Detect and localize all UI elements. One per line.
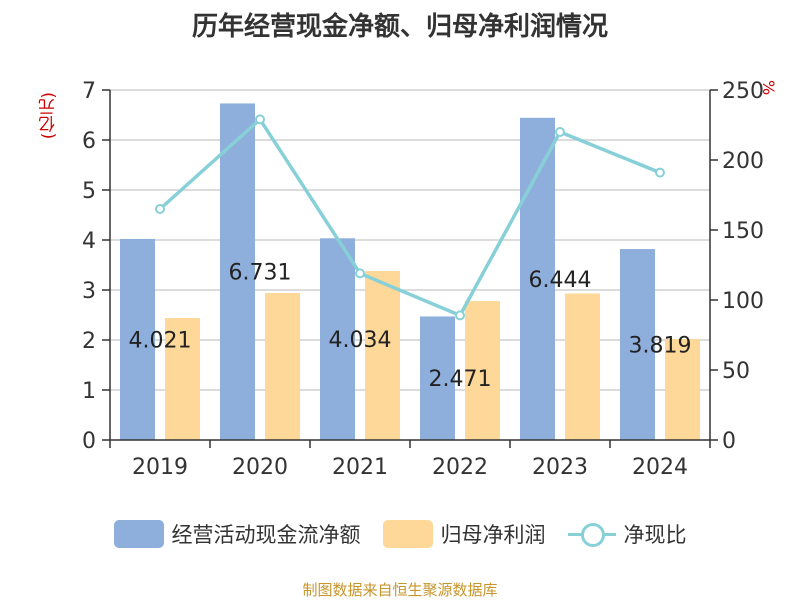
- ratio-line: [158, 116, 661, 318]
- ratio-point: [655, 167, 665, 178]
- legend-label-profit: 归母净利润: [440, 523, 546, 547]
- legend: 经营活动现金流净额 归母净利润 净现比: [0, 516, 800, 552]
- bar-profit: [465, 301, 500, 440]
- bar-profit: [665, 339, 700, 440]
- data-label-cashflow: 2.471: [429, 367, 492, 392]
- right-tick-label: 250: [722, 79, 764, 104]
- legend-label-cashflow: 经营活动现金流净额: [171, 523, 361, 547]
- left-tick-label: 7: [82, 79, 96, 104]
- left-tick-label: 3: [82, 279, 96, 304]
- right-tick-label: 50: [722, 359, 750, 384]
- ratio-point: [455, 310, 465, 321]
- ratio-point: [555, 127, 565, 137]
- data-label-cashflow: 4.021: [129, 328, 192, 353]
- bar-profit: [165, 318, 200, 440]
- right-tick-label: 200: [722, 149, 764, 174]
- bar-cashflow: [420, 316, 455, 440]
- right-tick-label: 150: [722, 219, 764, 244]
- ratio-point: [355, 268, 365, 279]
- bar-profit: [565, 293, 600, 440]
- legend-item-cashflow[interactable]: 经营活动现金流净额: [113, 519, 361, 549]
- legend-line-ratio-icon: [567, 520, 616, 548]
- source-note: 制图数据来自恒生聚源数据库: [302, 581, 498, 599]
- data-label-cashflow: 3.819: [629, 334, 692, 359]
- x-tick-label: 2020: [232, 455, 288, 480]
- x-tick-label: 2024: [632, 455, 688, 480]
- left-tick-label: 0: [82, 429, 96, 454]
- x-tick-label: 2022: [432, 455, 488, 480]
- bar-cashflow: [620, 249, 655, 440]
- left-tick-label: 2: [82, 329, 96, 354]
- left-tick-label: 1: [82, 379, 96, 404]
- legend-swatch-cashflow: [113, 520, 164, 548]
- legend-item-profit[interactable]: 归母净利润: [382, 519, 546, 549]
- right-tick-label: 100: [722, 289, 764, 314]
- right-tick-label: 0: [722, 429, 736, 454]
- x-tick-label: 2023: [532, 455, 588, 480]
- ratio-point: [255, 114, 265, 125]
- left-tick-label: 5: [82, 179, 96, 204]
- legend-swatch-profit: [382, 520, 433, 548]
- ratio-point: [155, 204, 165, 214]
- legend-item-ratio[interactable]: 净现比: [567, 519, 687, 549]
- bar-cashflow: [120, 238, 155, 440]
- x-tick-label: 2019: [132, 455, 188, 480]
- chart-title: 历年经营现金净额、归母净利润情况: [191, 12, 608, 42]
- bar-cashflow: [220, 103, 255, 440]
- data-label-cashflow: 6.444: [529, 268, 592, 293]
- x-tick-label: 2021: [332, 455, 388, 480]
- left-tick-label: 6: [82, 129, 96, 154]
- data-label-cashflow: 4.034: [329, 328, 392, 353]
- left-tick-label: 4: [82, 229, 96, 254]
- data-label-cashflow: 6.731: [229, 261, 292, 286]
- bar-cashflow: [320, 238, 355, 440]
- bar-profit: [265, 293, 300, 440]
- bar-profit: [365, 271, 400, 440]
- legend-label-ratio: 净现比: [623, 523, 687, 547]
